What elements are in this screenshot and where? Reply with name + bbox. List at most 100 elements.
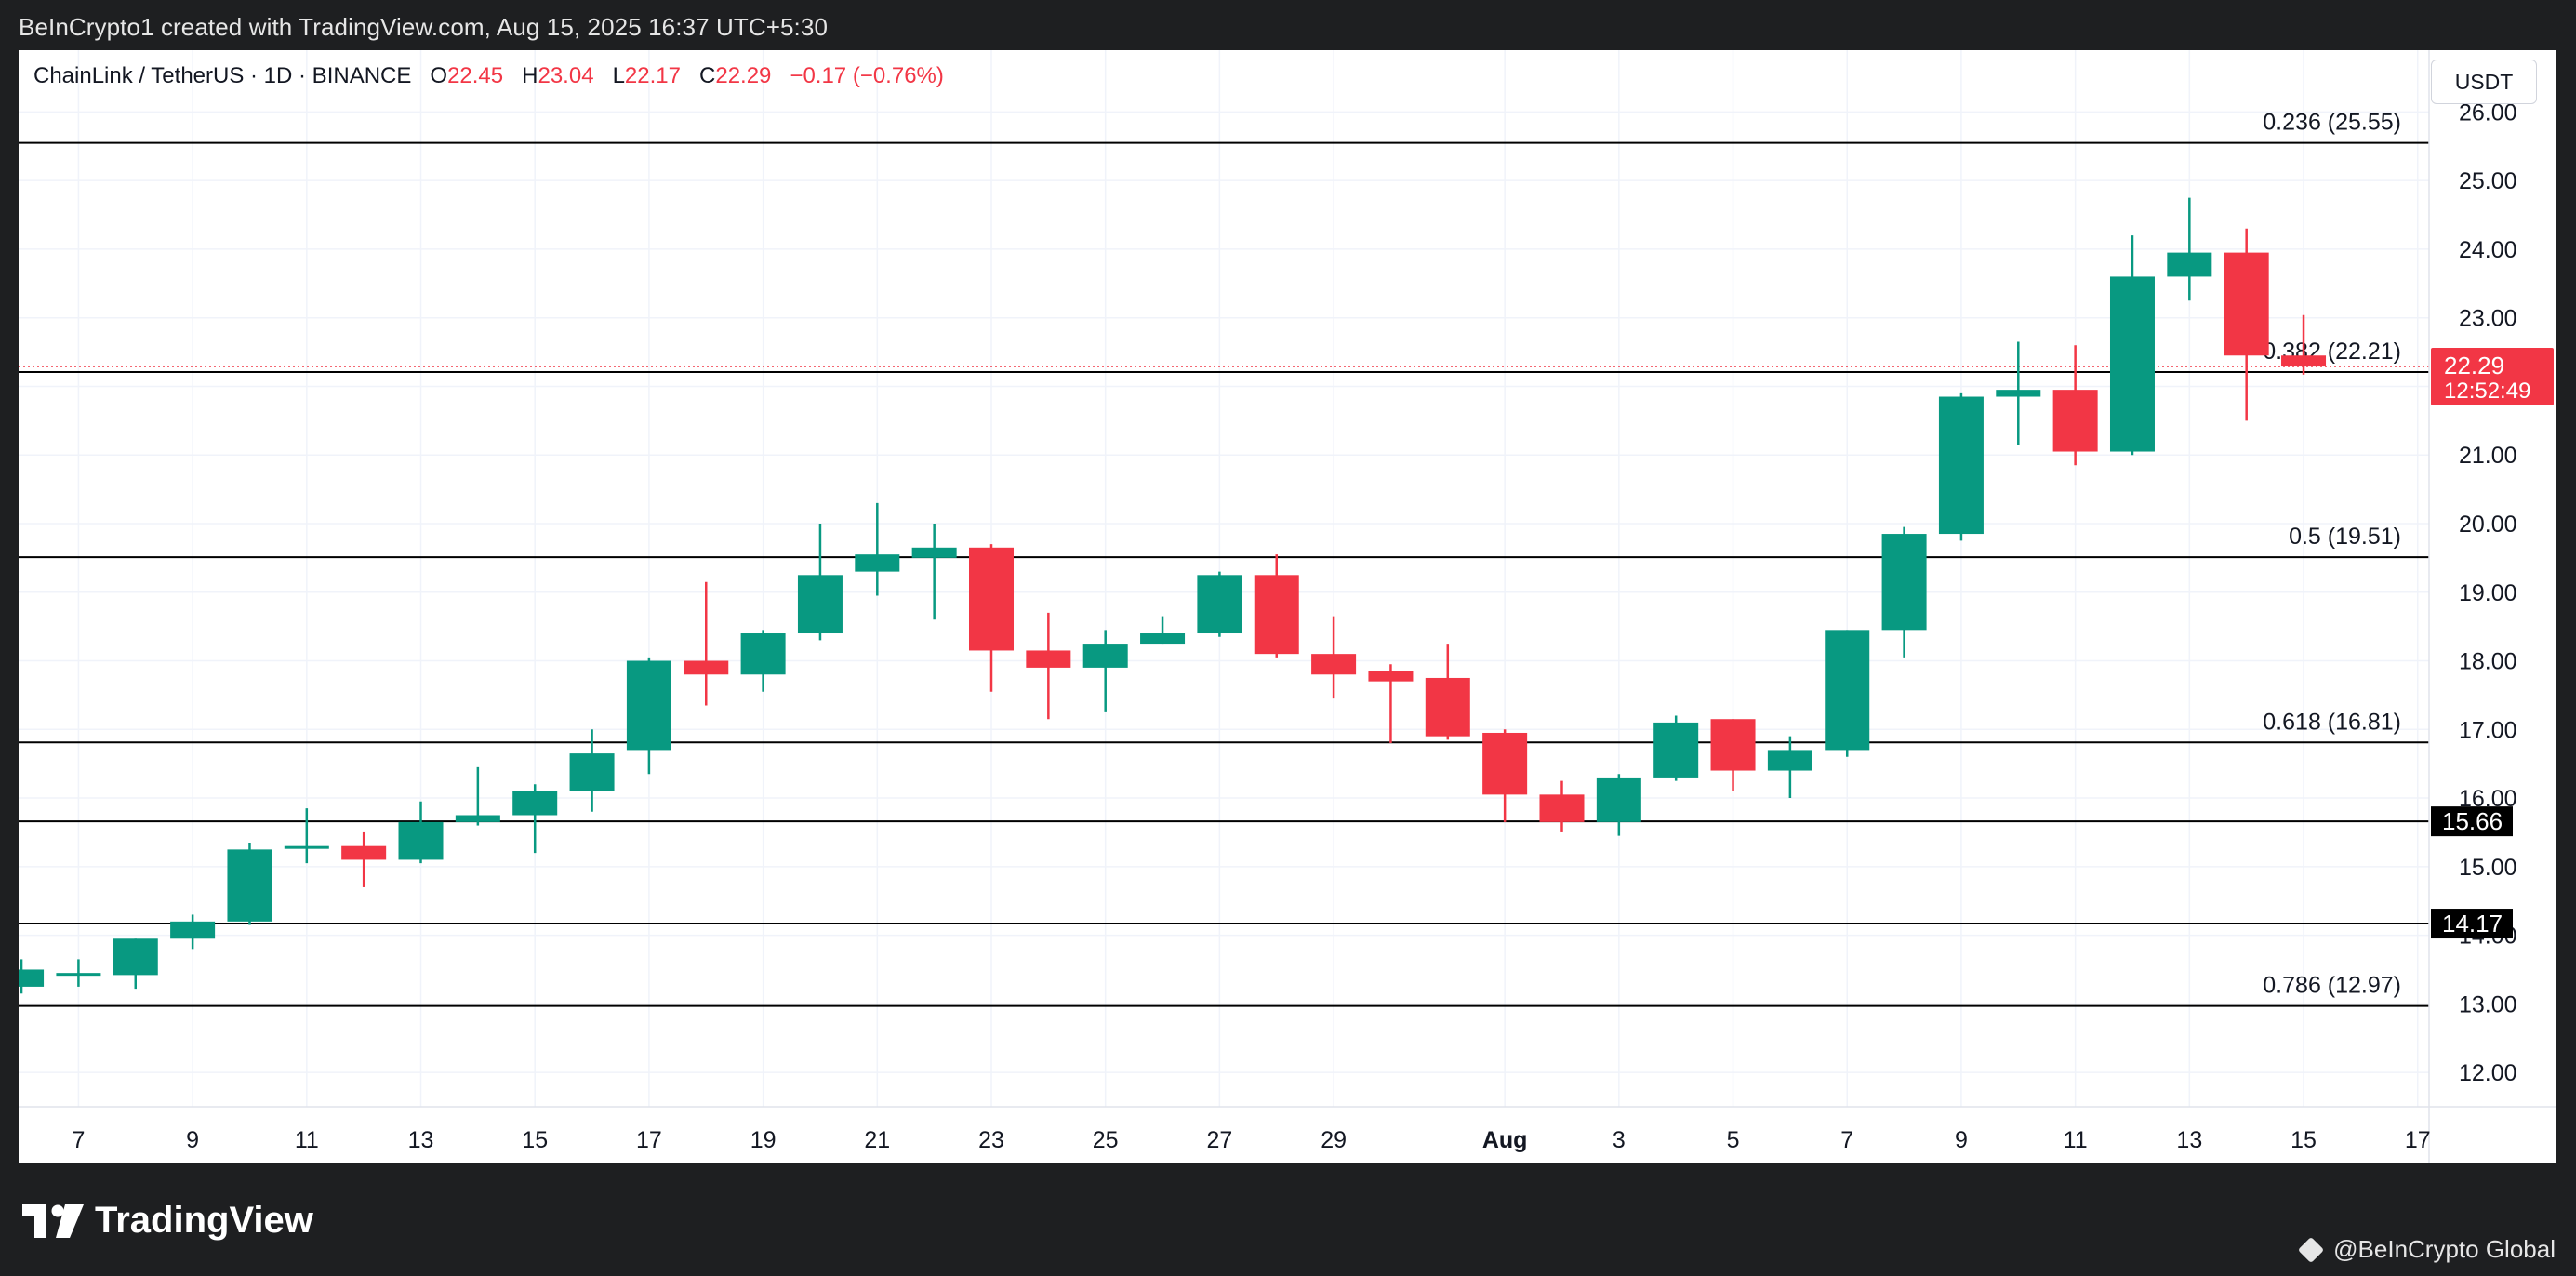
candle[interactable] (2281, 314, 2327, 375)
candle-body[interactable] (855, 554, 900, 572)
candle-body[interactable] (56, 973, 101, 977)
candle[interactable] (1140, 616, 1186, 645)
candle-body[interactable] (969, 547, 1015, 651)
candle[interactable] (626, 657, 671, 775)
x-tick-label: 21 (864, 1127, 890, 1153)
candlestick-chart[interactable]: 0.236 (25.55)0.382 (22.21)0.5 (19.51)0.6… (19, 50, 2556, 1163)
support-price-tag-bg (2431, 909, 2513, 939)
candle-body[interactable] (2167, 252, 2212, 277)
candle[interactable] (170, 914, 216, 950)
candle[interactable] (855, 502, 900, 596)
candle[interactable] (113, 938, 158, 990)
candle[interactable] (512, 784, 558, 854)
candle[interactable] (1767, 736, 1812, 799)
credit-text: @BeInCrypto Global (2333, 1235, 2556, 1263)
candle-body[interactable] (626, 660, 671, 751)
candle-body[interactable] (2109, 276, 2155, 452)
candle[interactable] (969, 544, 1015, 692)
candle-body[interactable] (1825, 630, 1870, 751)
candles[interactable] (19, 197, 2327, 994)
candle[interactable] (1996, 341, 2041, 445)
candle-body[interactable] (569, 753, 615, 791)
candle[interactable] (1197, 571, 1242, 637)
currency-selector[interactable]: USDT (2431, 60, 2537, 104)
candle-body[interactable] (2052, 390, 2098, 452)
candle[interactable] (911, 523, 957, 620)
candle[interactable] (2109, 235, 2155, 456)
candle[interactable] (797, 523, 843, 641)
candle[interactable] (2167, 197, 2212, 301)
symbol-legend[interactable]: ChainLink / TetherUS · 1D · BINANCE O22.… (33, 63, 944, 89)
candle-body[interactable] (19, 969, 45, 987)
candle-body[interactable] (1710, 719, 1756, 771)
candle[interactable] (2052, 345, 2098, 466)
candle[interactable] (1311, 616, 1357, 699)
diamond-icon (2298, 1236, 2325, 1263)
candle-body[interactable] (113, 938, 158, 976)
candle-body[interactable] (1197, 575, 1242, 634)
candle-body[interactable] (1482, 732, 1528, 795)
candle-body[interactable] (1140, 633, 1186, 645)
candle-body[interactable] (1026, 650, 1071, 668)
candle[interactable] (56, 959, 101, 987)
candle-body[interactable] (1082, 644, 1128, 668)
candle-body[interactable] (512, 791, 558, 816)
price-levels: 0.236 (25.55)0.382 (22.21)0.5 (19.51)0.6… (19, 110, 2429, 1007)
candle-body[interactable] (455, 815, 500, 822)
candle-body[interactable] (1254, 575, 1299, 655)
support-price-tag: 14.17 (2431, 909, 2513, 939)
candle[interactable] (1425, 644, 1470, 740)
low-label: L (612, 63, 625, 88)
candle-body[interactable] (1539, 794, 1585, 822)
candle[interactable] (1710, 719, 1756, 791)
candle[interactable] (740, 630, 786, 692)
candle-body[interactable] (2281, 355, 2327, 367)
x-tick-label: 13 (2176, 1127, 2202, 1153)
candle[interactable] (2224, 228, 2269, 421)
candle[interactable] (1026, 612, 1071, 720)
candle-body[interactable] (284, 845, 329, 849)
candle-body[interactable] (227, 849, 272, 922)
candle[interactable] (455, 766, 500, 826)
candle[interactable] (398, 801, 444, 864)
candle-body[interactable] (2224, 252, 2269, 356)
candle[interactable] (1653, 715, 1699, 781)
symbol-name[interactable]: ChainLink / TetherUS · 1D · BINANCE (33, 63, 412, 88)
bar-countdown: 12:52:49 (2444, 379, 2530, 404)
tradingview-logo-text: TradingView (95, 1200, 313, 1241)
candle[interactable] (1482, 729, 1528, 822)
candle[interactable] (569, 729, 615, 812)
candle[interactable] (1938, 392, 1984, 541)
candle-body[interactable] (911, 547, 957, 558)
candle-body[interactable] (684, 660, 729, 675)
tradingview-logo[interactable]: TradingView (22, 1200, 313, 1242)
candle-body[interactable] (740, 633, 786, 675)
candle-body[interactable] (1368, 671, 1414, 682)
candle-body[interactable] (1881, 534, 1927, 631)
candle-body[interactable] (1311, 654, 1357, 675)
candle-body[interactable] (797, 575, 843, 634)
candle[interactable] (227, 843, 272, 925)
candle[interactable] (284, 808, 329, 864)
candle[interactable] (1539, 780, 1585, 832)
candle-body[interactable] (170, 921, 216, 939)
candle[interactable] (1082, 630, 1128, 712)
candle[interactable] (1368, 664, 1414, 744)
candle-body[interactable] (341, 845, 387, 860)
candle[interactable] (19, 959, 45, 994)
candle-body[interactable] (1425, 677, 1470, 737)
candle[interactable] (1881, 526, 1927, 658)
candle[interactable] (1825, 630, 1870, 757)
chart-frame[interactable]: 0.236 (25.55) 0.382 (22.21) 0.5 (19.51) 0.6… (19, 50, 2556, 1163)
candle-body[interactable] (398, 821, 444, 860)
candle[interactable] (684, 581, 729, 706)
candle-body[interactable] (1767, 750, 1812, 771)
candle[interactable] (1254, 554, 1299, 658)
candle-body[interactable] (1996, 390, 2041, 397)
candle-body[interactable] (1938, 396, 1984, 535)
candle[interactable] (1596, 774, 1641, 836)
candle-body[interactable] (1596, 777, 1641, 822)
beincrypto-credit: @BeInCrypto Global (2298, 1235, 2556, 1264)
candle[interactable] (341, 831, 387, 887)
candle-body[interactable] (1653, 722, 1699, 778)
